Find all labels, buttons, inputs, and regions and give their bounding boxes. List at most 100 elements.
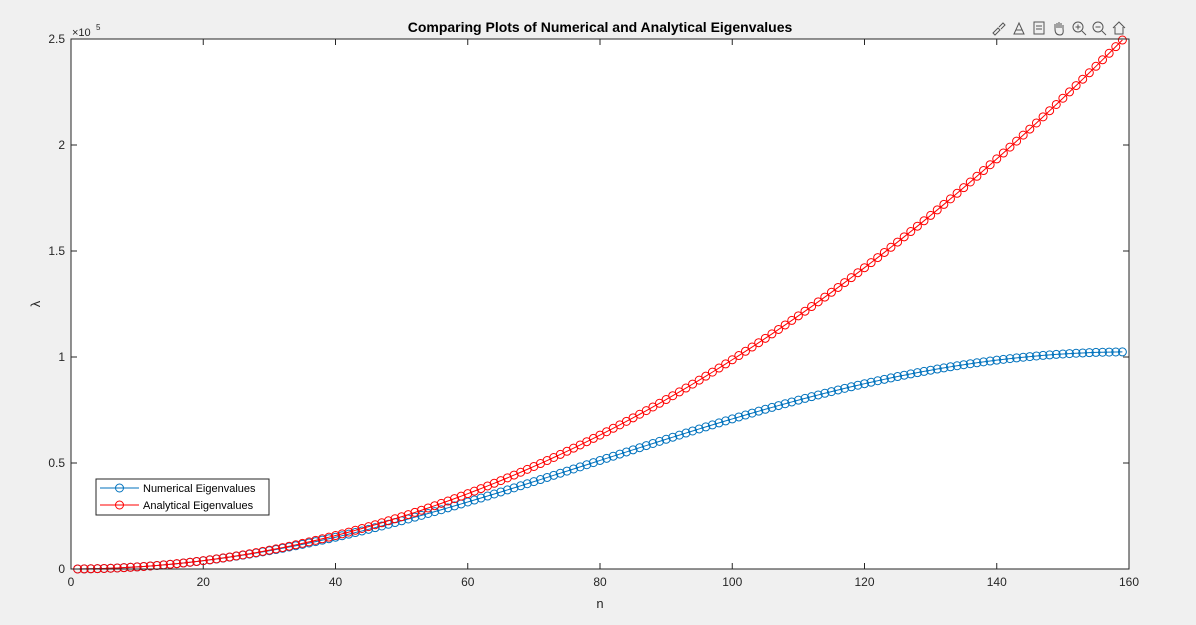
pan-icon[interactable] [1050,19,1068,37]
data-point [522,479,532,489]
restore-view-icon[interactable] [1030,19,1048,37]
data-point [165,559,175,569]
zoom-out-icon[interactable] [1090,19,1108,37]
data-point [972,358,982,368]
data-point [714,418,724,428]
y-tick-label: 2 [58,138,65,152]
data-point [721,359,731,369]
data-point [397,512,407,522]
data-point [1071,348,1081,358]
data-point [317,534,327,544]
data-point [1025,124,1035,134]
data-point [965,177,975,187]
data-point [383,516,393,526]
data-point [423,503,433,513]
data-point [727,355,737,365]
data-point [178,558,188,568]
data-point [1031,351,1041,361]
legend-marker-numerical [115,483,124,493]
data-point [661,434,671,444]
data-point [602,453,612,463]
y-exponent-power: 5 [96,23,101,32]
data-point [416,505,426,515]
data-point [879,247,889,257]
data-point [979,357,989,367]
data-point [1111,347,1121,357]
data-point [1025,352,1035,362]
data-point [192,556,202,566]
data-point [1018,352,1028,362]
data-point [1005,142,1015,152]
data-point [826,387,836,397]
data-point [873,253,883,263]
data-point [939,199,949,209]
data-point [225,552,235,562]
data-point [238,550,248,560]
data-point [1018,130,1028,140]
data-point [727,414,737,424]
x-tick-label: 160 [1119,575,1139,589]
data-point [509,483,519,493]
data-point [813,390,823,400]
data-point [456,491,466,501]
data-point [945,362,955,372]
datatip-icon[interactable] [1010,19,1028,37]
data-point [139,561,149,571]
legend-label-numerical: Numerical Eigenvalues [143,483,256,495]
data-point [906,369,916,379]
data-point [979,166,989,176]
legend[interactable]: Numerical Eigenvalues Analytical Eigenva… [95,478,270,516]
data-point [126,562,136,572]
data-point [1098,55,1108,65]
data-point [132,562,142,572]
data-point [350,525,360,535]
data-point [1031,118,1041,128]
home-icon[interactable] [1110,19,1128,37]
data-point [734,412,744,422]
data-point [112,563,122,573]
data-point [879,374,889,384]
data-point [370,520,380,530]
y-axis-exponent: ×10 5 [72,23,101,39]
data-point [787,315,797,325]
data-point [535,475,545,485]
data-point [1045,350,1055,360]
ticks-layer: 0 20 40 60 80 100 120 140 160 0 0.5 1 1.5 2 2.5 [48,32,1139,589]
x-tick-label: 140 [987,575,1007,589]
data-point [436,505,446,515]
data-point [899,370,909,380]
data-point [707,367,717,377]
y-tick-label: 0.5 [48,456,65,470]
data-point [1005,354,1015,364]
data-point [939,363,949,373]
data-point [542,472,552,482]
data-point [1058,93,1068,103]
data-point [681,428,691,438]
data-point [496,487,506,497]
data-point [826,287,836,297]
data-point [251,548,261,558]
data-point [278,543,288,553]
data-point [820,388,830,398]
data-point [1058,349,1068,359]
data-point [364,524,374,534]
data-point [549,470,559,480]
data-point [211,554,221,564]
data-point [1012,136,1022,146]
data-point [919,366,929,376]
data-point [668,432,678,442]
data-point [231,551,241,561]
data-point [145,561,155,571]
data-point [410,512,420,522]
x-axis-label: n [596,596,603,611]
data-point [410,507,420,517]
data-point [1098,347,1108,357]
data-point [740,346,750,356]
data-point [846,382,856,392]
brush-icon[interactable] [990,19,1008,37]
data-point [1111,42,1121,52]
data-point [344,527,354,537]
zoom-in-icon[interactable] [1070,19,1088,37]
data-point [516,481,526,491]
data-point [489,489,499,499]
